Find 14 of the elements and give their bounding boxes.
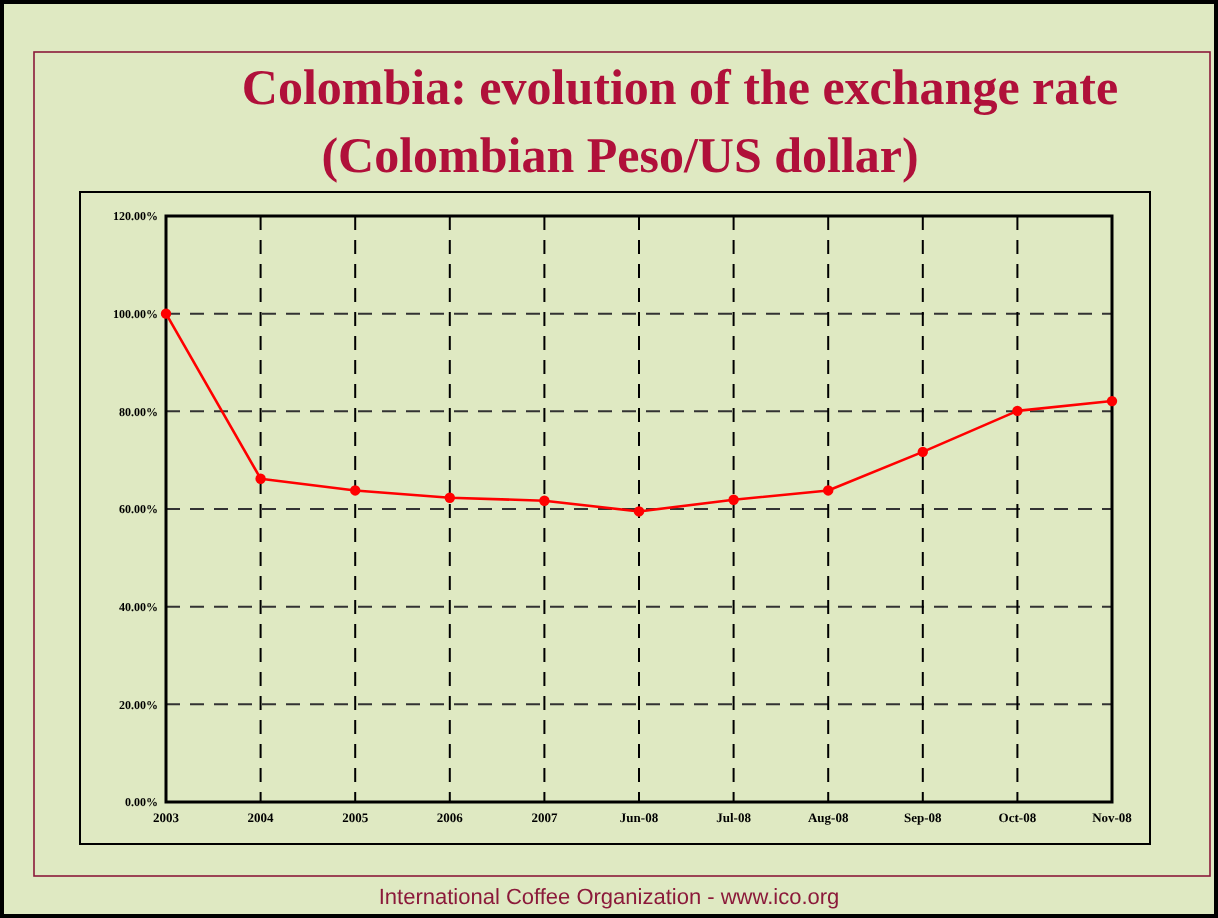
point [633,506,645,517]
point [728,494,739,505]
point [1106,395,1118,407]
point [539,495,550,506]
point [823,485,834,496]
point [1012,405,1023,417]
point [160,308,172,319]
text: International Coffee Organization - www.ico.org [378,886,840,910]
point [444,492,455,503]
chart-subtitle: (Colombian Peso/US dollar) [321,130,919,184]
chart-title: Colombia: evolution of the exchange rate [241,62,1119,116]
point [255,473,266,484]
point [350,485,361,496]
point [917,446,928,458]
